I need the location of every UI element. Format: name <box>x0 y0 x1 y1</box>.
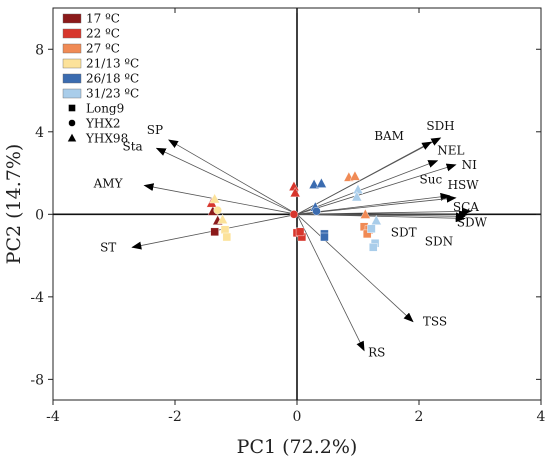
legend-label: YHX2 <box>85 117 121 131</box>
sample-point <box>370 214 382 225</box>
loading-arrow-hsw <box>296 194 457 215</box>
legend-swatch <box>62 88 82 99</box>
loading-arrow-sta <box>155 147 298 215</box>
sample-point <box>220 225 230 234</box>
sample-point <box>367 224 376 233</box>
legend-marker-circle <box>68 119 76 127</box>
y-tick-label: 8 <box>35 42 44 58</box>
loading-label-nel: NEL <box>437 144 464 158</box>
loading-label-ni: NI <box>462 158 478 172</box>
loading-label-amy: AMY <box>93 176 124 190</box>
sample-point <box>359 208 371 219</box>
loading-label-suc: Suc <box>420 173 443 187</box>
y-tick-label: -8 <box>30 372 44 388</box>
sample-point <box>209 193 220 204</box>
loading-arrow-amy <box>143 183 298 215</box>
sample-point <box>289 210 299 219</box>
sample-point <box>351 191 363 202</box>
sample-points <box>206 170 382 252</box>
y-axis-title: PC2 (14.7%) <box>3 144 25 265</box>
legend-swatch <box>62 28 82 39</box>
sample-point <box>349 170 361 181</box>
loading-label-hsw: HSW <box>448 178 480 192</box>
sample-point <box>362 229 372 239</box>
sample-point <box>316 177 327 188</box>
loading-label-bam: BAM <box>374 129 404 143</box>
loading-label-sdt: SDT <box>391 225 417 239</box>
sample-point <box>210 227 219 237</box>
sample-point <box>369 243 378 252</box>
sample-point <box>308 178 320 189</box>
loading-arrow-nel <box>296 160 439 215</box>
y-tick-label: 0 <box>35 207 44 223</box>
sample-point <box>289 187 301 198</box>
loading-label-tss: TSS <box>423 315 447 329</box>
loading-arrow-tss <box>296 214 414 323</box>
loading-label-sdn: SDN <box>425 234 453 248</box>
legend-label: YHX98 <box>85 132 128 146</box>
x-tick-label: -2 <box>168 409 182 425</box>
sample-point <box>320 232 329 242</box>
sample-point <box>222 232 232 242</box>
sample-point <box>213 205 222 215</box>
legend-marker-triangle <box>67 132 77 142</box>
loading-label-sdh: SDH <box>426 119 454 133</box>
loading-arrow-bam <box>296 141 433 215</box>
y-tick-label: 4 <box>35 125 44 141</box>
x-tick-label: 0 <box>293 409 302 425</box>
legend-label: 22 ºC <box>86 27 120 41</box>
loading-arrow-sca <box>296 207 472 216</box>
legend-label: 31/23 ºC <box>86 87 139 101</box>
loading-label-sca: SCA <box>453 200 479 214</box>
legend-swatch <box>62 13 82 24</box>
axis-ticks: -4 -2 0 2 4 -8 -4 0 4 8 <box>30 8 546 425</box>
loading-label-sta: Sta <box>122 139 142 153</box>
legend-label: 17 ºC <box>86 12 120 26</box>
x-tick-label: 4 <box>537 409 546 425</box>
x-axis-title: PC1 (72.2%) <box>237 436 358 458</box>
legend-label: 27 ºC <box>86 42 120 56</box>
loading-arrow-sdn <box>296 213 466 223</box>
y-tick-label: -4 <box>30 290 44 306</box>
sample-point <box>295 227 305 237</box>
loading-label-rs: RS <box>368 345 385 359</box>
sample-point <box>352 183 364 194</box>
loading-arrow-sp <box>168 139 298 215</box>
loading-arrow-rs <box>296 214 365 352</box>
sample-point <box>217 213 228 224</box>
legend-label: 21/13 ºC <box>86 57 139 71</box>
loading-label-sp: SP <box>147 123 163 137</box>
legend-label: Long9 <box>86 102 124 116</box>
legend-marker-square <box>68 104 76 112</box>
legend-label: 26/18 ºC <box>86 72 139 86</box>
loading-label-st: ST <box>100 240 116 254</box>
legend-swatch <box>62 43 82 54</box>
x-tick-label: 2 <box>415 409 424 425</box>
legend-swatch <box>62 58 82 69</box>
loading-label-sdw: SDW <box>457 215 488 229</box>
loading-arrow-suc <box>296 192 451 215</box>
loading-arrow-ni <box>296 163 457 215</box>
sample-point <box>312 207 321 216</box>
legend-swatch <box>62 73 82 84</box>
x-tick-label: -4 <box>46 409 60 425</box>
